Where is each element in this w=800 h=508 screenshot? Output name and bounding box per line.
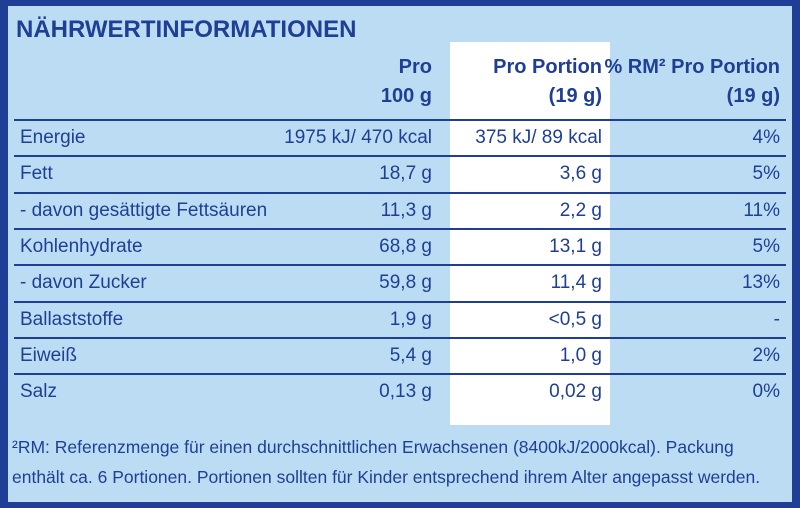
- row-label: Eiweiß: [20, 344, 78, 366]
- cell-value: 5,4 g: [389, 344, 432, 366]
- row-divider: [14, 373, 786, 376]
- row-divider: [14, 227, 786, 230]
- cell-value: -: [773, 308, 780, 330]
- panel-background: [8, 6, 792, 502]
- row-divider: [14, 119, 786, 121]
- row-divider: [14, 191, 786, 194]
- cell-value: 68,8 g: [379, 235, 432, 257]
- cell-value: 59,8 g: [379, 272, 432, 294]
- cell-value: 1,9 g: [389, 308, 432, 330]
- cell-value: 13,1 g: [549, 235, 602, 257]
- cell-value: 1975 kJ/ 470 kcal: [284, 127, 432, 148]
- title: NÄHRWERTINFORMATIONEN: [16, 16, 357, 43]
- row-divider: [14, 300, 786, 303]
- cell-value: 1,0 g: [559, 344, 602, 366]
- cell-value: 375 kJ/ 89 kcal: [475, 127, 602, 148]
- cell-value: 0,13 g: [379, 381, 432, 403]
- row-divider: [14, 264, 786, 267]
- row-divider: [14, 155, 786, 158]
- cell-value: 2%: [752, 344, 780, 366]
- footnote: enthält ca. 6 Portionen. Portionen sollt…: [12, 467, 761, 487]
- row-divider: [14, 336, 786, 339]
- row-label: Salz: [20, 381, 57, 403]
- cell-value: 5%: [752, 235, 780, 257]
- cell-value: 11,4 g: [550, 272, 602, 294]
- column-header: Pro: [398, 56, 432, 78]
- row-label: - davon Zucker: [20, 272, 147, 294]
- cell-value: 18,7 g: [379, 163, 432, 185]
- cell-value: 13%: [741, 272, 780, 294]
- column-header: 100 g: [380, 85, 432, 107]
- cell-value: 0%: [752, 381, 780, 403]
- cell-value: 2,2 g: [559, 199, 602, 221]
- portion-column-highlight: [450, 42, 610, 425]
- cell-value: 3,6 g: [559, 163, 602, 185]
- row-label: - davon gesättigte Fettsäuren: [20, 199, 268, 221]
- column-header: Pro Portion: [493, 56, 602, 78]
- cell-value: 0,02 g: [549, 381, 602, 403]
- cell-value: 5%: [752, 163, 780, 185]
- column-header: (19 g): [726, 85, 780, 107]
- column-header: (19 g): [548, 85, 602, 107]
- column-header: % RM² Pro Portion: [604, 56, 780, 78]
- footnote: ²RM: Referenzmenge für einen durchschnit…: [12, 437, 734, 457]
- cell-value: 11,3 g: [380, 199, 432, 221]
- cell-value: 4%: [752, 127, 780, 148]
- cell-value: 11%: [743, 199, 780, 221]
- row-label: Kohlenhydrate: [20, 235, 143, 257]
- row-label: Fett: [20, 163, 53, 185]
- cell-value: <0,5 g: [548, 308, 602, 330]
- row-label: Ballaststoffe: [20, 308, 124, 330]
- row-label: Energie: [20, 127, 86, 148]
